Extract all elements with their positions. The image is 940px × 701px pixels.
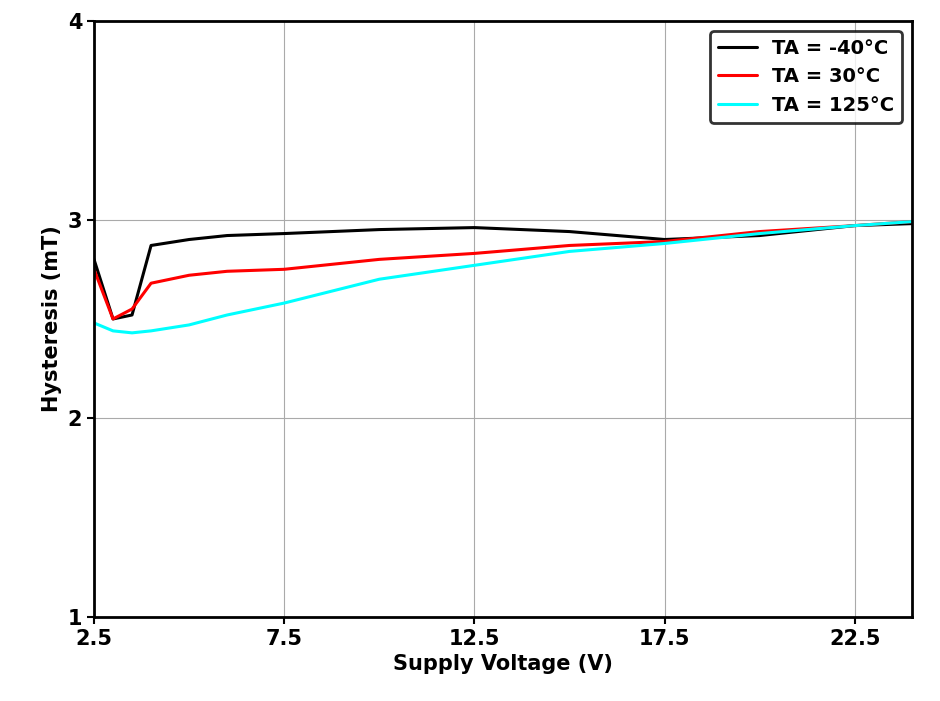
Y-axis label: Hysteresis (mT): Hysteresis (mT) [42,226,62,412]
TA = 30°C [469,249,480,257]
Legend: TA = -40°C, TA = 30°C, TA = 125°C: TA = -40°C, TA = 30°C, TA = 125°C [710,31,902,123]
Line: TA = -40°C: TA = -40°C [94,224,912,319]
TA = 30°C [183,271,195,280]
TA = 125°C [107,327,118,335]
TA = -40°C [469,224,480,232]
TA = -40°C [564,227,575,236]
TA = -40°C [126,311,137,319]
TA = 125°C [126,329,137,337]
TA = 125°C [183,320,195,329]
TA = 125°C [222,311,233,319]
X-axis label: Supply Voltage (V): Supply Voltage (V) [393,654,613,674]
Line: TA = 125°C: TA = 125°C [94,222,912,333]
TA = 30°C [126,305,137,313]
TA = 30°C [88,265,100,273]
TA = -40°C [754,231,765,240]
TA = 125°C [469,261,480,269]
TA = -40°C [659,236,670,244]
TA = 30°C [754,227,765,236]
TA = 30°C [849,222,860,230]
TA = 125°C [373,275,384,283]
TA = 30°C [659,237,670,245]
TA = -40°C [278,229,290,238]
TA = -40°C [373,226,384,234]
TA = -40°C [146,241,157,250]
TA = -40°C [107,315,118,323]
TA = 30°C [107,315,118,323]
TA = -40°C [906,219,917,228]
TA = 30°C [373,255,384,264]
TA = 30°C [222,267,233,275]
TA = 30°C [146,279,157,287]
TA = -40°C [88,255,100,264]
Line: TA = 30°C: TA = 30°C [94,222,912,319]
TA = -40°C [849,222,860,230]
TA = 30°C [564,241,575,250]
TA = 125°C [659,239,670,247]
TA = 125°C [754,229,765,238]
TA = 125°C [564,247,575,256]
TA = -40°C [183,236,195,244]
TA = 125°C [146,327,157,335]
TA = 125°C [278,299,290,307]
TA = 30°C [278,265,290,273]
TA = 125°C [849,222,860,230]
TA = 125°C [906,217,917,226]
TA = 30°C [906,217,917,226]
TA = -40°C [222,231,233,240]
TA = 125°C [88,319,100,327]
